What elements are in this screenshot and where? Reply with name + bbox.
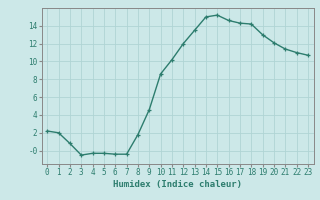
X-axis label: Humidex (Indice chaleur): Humidex (Indice chaleur) [113, 180, 242, 189]
